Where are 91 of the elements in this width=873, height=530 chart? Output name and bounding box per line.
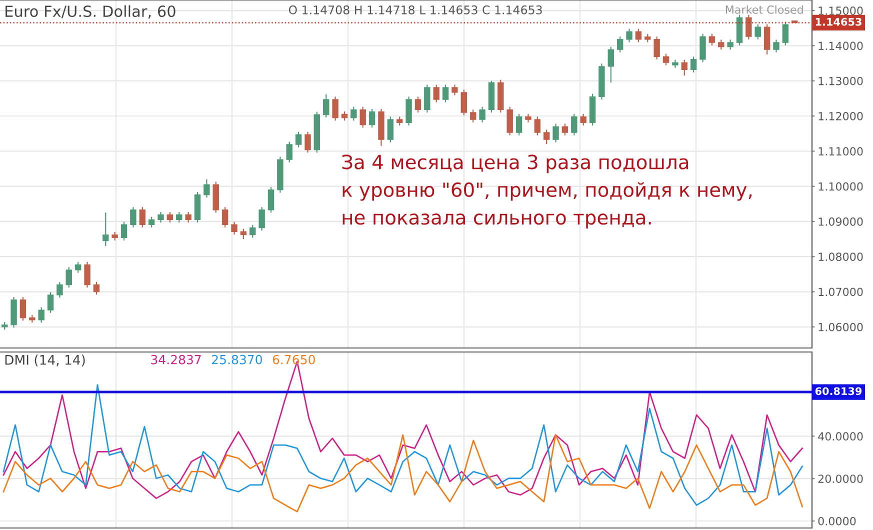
candlestick xyxy=(102,212,109,247)
candlestick xyxy=(139,206,146,228)
candlestick xyxy=(506,106,513,136)
candlestick xyxy=(690,56,697,73)
candlestick xyxy=(231,221,238,236)
candlestick xyxy=(66,266,72,288)
candlestick xyxy=(424,84,430,114)
candlestick xyxy=(773,39,780,53)
candlestick xyxy=(360,106,366,128)
candlestick xyxy=(148,216,155,228)
candlestick xyxy=(295,131,302,148)
candlestick xyxy=(552,123,559,143)
candlestick xyxy=(516,113,522,136)
candlestick xyxy=(222,206,228,228)
annotation: 25.8370 xyxy=(212,354,262,364)
chart-title: Euro Fx/U.S. Dollar, 60 xyxy=(6,5,176,19)
candlestick xyxy=(654,36,660,60)
candlestick xyxy=(176,211,182,224)
y-tick-label: 1.11000 xyxy=(818,147,863,156)
y-tick-label: 1.14000 xyxy=(818,42,863,50)
y-tick-label: 1.12000 xyxy=(818,112,863,120)
candlestick xyxy=(93,281,100,296)
annotation: За 4 месяца цена 3 раза подошла к уровню "60", причем, подойдя к нему, не показала сильного тренда. xyxy=(342,154,752,228)
candlestick xyxy=(185,211,192,224)
candlestick xyxy=(626,28,632,43)
ref-line-label: 60.8139 xyxy=(815,387,862,396)
candlestick xyxy=(452,84,458,96)
candlestick xyxy=(74,261,82,274)
y-tick-label: 1.07000 xyxy=(818,288,863,296)
annotation: Market Closed xyxy=(726,5,803,14)
candlestick xyxy=(204,178,210,198)
candlestick xyxy=(470,109,476,123)
y-tick-label: 1.10000 xyxy=(818,182,863,191)
candlestick xyxy=(571,113,578,136)
candlestick xyxy=(47,292,54,314)
candlestick xyxy=(166,211,174,224)
y-tick-label: 20.0000 xyxy=(818,474,863,483)
candlestick xyxy=(727,39,734,50)
candlestick xyxy=(681,59,688,76)
annotation: 34.2837 xyxy=(151,354,201,364)
y-tick-label: 1.06000 xyxy=(818,322,863,332)
y-tick-label: 1.15000 xyxy=(818,6,863,15)
chart-title: DMI (14, 14) xyxy=(5,354,85,366)
candlestick xyxy=(562,123,568,136)
candlestick xyxy=(479,106,486,123)
candlestick xyxy=(543,129,550,145)
ref-line-label: 1.14653 xyxy=(816,18,862,26)
candlestick xyxy=(130,206,136,228)
candlestick xyxy=(764,24,770,56)
annotation: O 1.14708 H 1.14718 L 1.14653 C 1.14653 xyxy=(288,5,542,14)
annotation: 6.7650 xyxy=(272,354,315,364)
candlestick xyxy=(534,116,541,136)
candlestick xyxy=(304,131,311,154)
candlestick xyxy=(700,33,706,63)
candlestick xyxy=(616,36,624,53)
candlestick xyxy=(120,221,128,241)
candlestick xyxy=(718,39,724,50)
candlestick xyxy=(414,96,422,114)
candlestick xyxy=(754,24,761,40)
candlestick xyxy=(580,113,586,126)
candlestick xyxy=(608,46,614,84)
candlestick xyxy=(460,89,468,116)
candlestick xyxy=(158,211,164,224)
candlestick xyxy=(323,94,330,118)
candlestick xyxy=(433,84,440,103)
candlestick xyxy=(258,206,265,232)
candlestick xyxy=(84,261,90,288)
candlestick xyxy=(635,28,642,43)
candlestick xyxy=(56,281,63,298)
candlestick xyxy=(286,141,292,163)
candlestick xyxy=(268,186,274,214)
candlestick xyxy=(708,33,716,46)
candlestick xyxy=(782,21,789,46)
candlestick xyxy=(368,108,376,128)
candlestick xyxy=(341,110,348,122)
y-tick-label: 1.09000 xyxy=(818,217,863,226)
line-series xyxy=(2,434,803,512)
candlestick xyxy=(442,84,449,103)
candlestick xyxy=(38,306,44,324)
y-tick-label: 40.0000 xyxy=(818,432,863,441)
y-tick-label: 1.08000 xyxy=(818,252,863,261)
candlestick xyxy=(387,116,394,143)
candlestick xyxy=(332,96,338,122)
candlestick xyxy=(662,53,670,66)
line-series xyxy=(2,384,803,506)
y-tick-label: 1.13000 xyxy=(818,76,863,86)
candlestick xyxy=(350,106,357,122)
candlestick xyxy=(20,296,26,322)
y-tick-label: 0.0000 xyxy=(818,516,856,526)
candlestick xyxy=(250,224,256,238)
candlestick xyxy=(406,96,412,126)
